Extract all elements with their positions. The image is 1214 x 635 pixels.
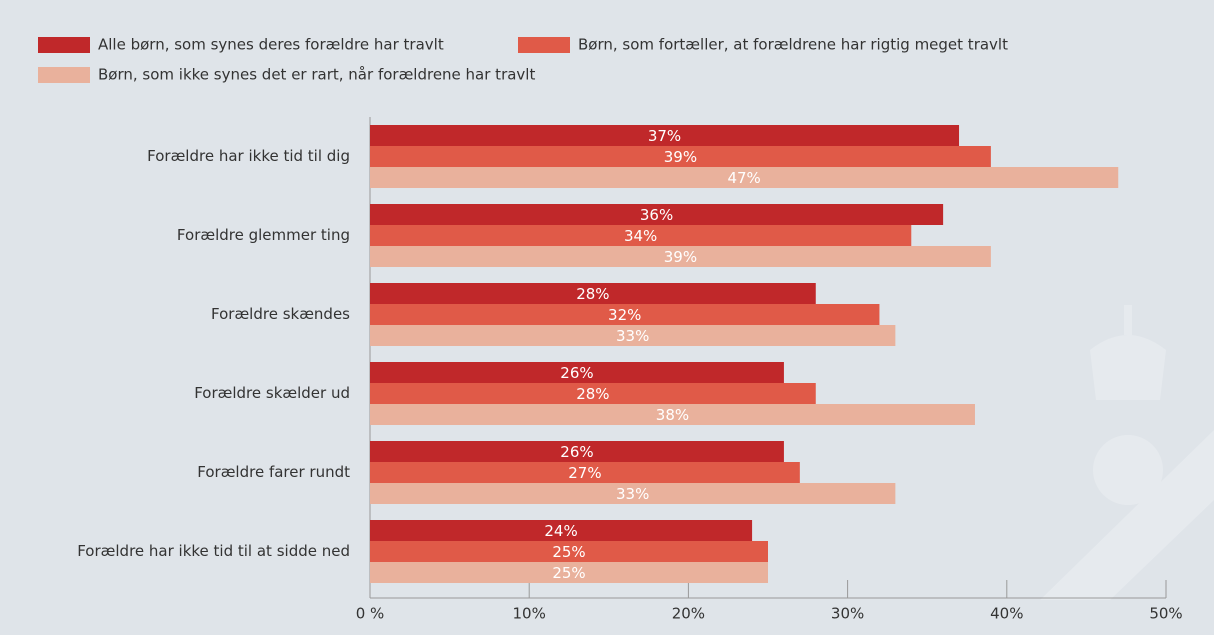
bar (370, 125, 960, 146)
value-label: 39% (664, 248, 697, 266)
value-label: 26% (560, 364, 593, 382)
category-label: Forældre glemmer ting (177, 226, 350, 244)
bar (370, 562, 768, 583)
category-label: Forældre farer rundt (197, 463, 350, 481)
x-tick-label: 40% (990, 605, 1023, 623)
x-tick-label: 0 % (356, 605, 385, 623)
category-label: Forældre skælder ud (194, 384, 350, 402)
value-label: 27% (568, 464, 601, 482)
value-label: 25% (552, 543, 585, 561)
legend-label: Børn, som fortæller, at forældrene har r… (578, 36, 1008, 54)
value-label: 33% (616, 485, 649, 503)
value-label: 34% (624, 227, 657, 245)
legend-swatch (518, 37, 570, 53)
value-label: 25% (552, 564, 585, 582)
bar (370, 483, 896, 504)
legend-swatch (38, 37, 90, 53)
value-label: 37% (648, 127, 681, 145)
bar (370, 167, 1119, 188)
bar (370, 383, 816, 404)
legend-label: Børn, som ikke synes det er rart, når fo… (98, 66, 535, 84)
bar (370, 283, 816, 304)
category-label: Forældre skændes (211, 305, 350, 323)
x-tick-label: 50% (1149, 605, 1182, 623)
value-label: 33% (616, 327, 649, 345)
legend-swatch (38, 67, 90, 83)
bar (370, 541, 768, 562)
legend-label: Alle børn, som synes deres forældre har … (98, 36, 444, 54)
value-label: 28% (576, 385, 609, 403)
bar (370, 520, 753, 541)
bar (370, 441, 784, 462)
value-label: 39% (664, 148, 697, 166)
watermark (1040, 305, 1214, 600)
value-label: 36% (640, 206, 673, 224)
bar (370, 362, 784, 383)
value-label: 38% (656, 406, 689, 424)
value-label: 26% (560, 443, 593, 461)
bar (370, 325, 896, 346)
bar (370, 246, 991, 267)
x-tick-label: 20% (672, 605, 705, 623)
value-label: 28% (576, 285, 609, 303)
bar (370, 404, 975, 425)
value-label: 24% (544, 522, 577, 540)
x-tick-label: 10% (513, 605, 546, 623)
bar (370, 304, 880, 325)
x-tick-label: 30% (831, 605, 864, 623)
bar (370, 204, 944, 225)
value-label: 32% (608, 306, 641, 324)
category-label: Forældre har ikke tid til dig (147, 147, 350, 165)
value-label: 47% (727, 169, 760, 187)
bar (370, 146, 991, 167)
category-label: Forældre har ikke tid til at sidde ned (77, 542, 350, 560)
bar (370, 225, 912, 246)
bar (370, 462, 800, 483)
